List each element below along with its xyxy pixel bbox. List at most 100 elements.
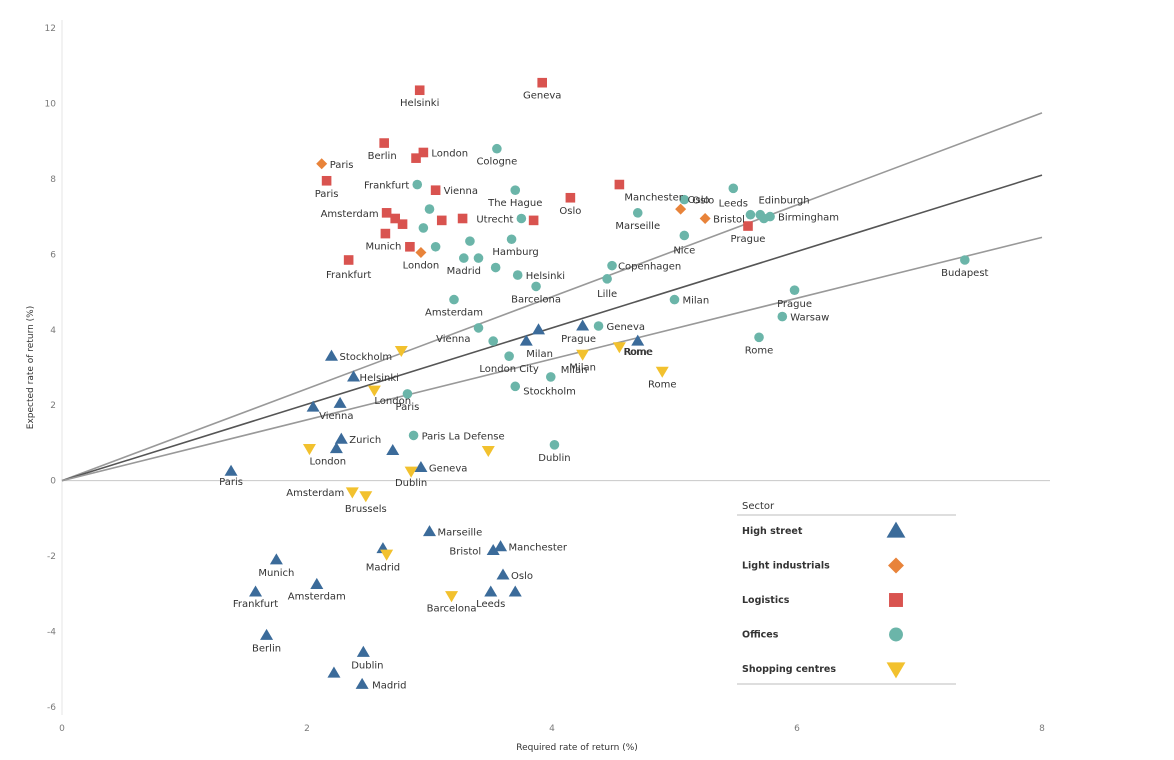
- y-tick-label: 10: [45, 99, 57, 109]
- point-logistics: [537, 77, 547, 88]
- point-label: Nice: [673, 245, 695, 256]
- point-label: London City: [479, 364, 539, 375]
- point-high-street: [484, 585, 498, 597]
- point-logistics: [343, 255, 354, 265]
- y-tick-label: 0: [50, 477, 56, 487]
- point-label: Stockholm: [523, 386, 576, 397]
- point-label: Barcelona: [511, 294, 561, 305]
- point-label: Warsaw: [790, 313, 829, 324]
- point-offices: [490, 262, 501, 273]
- data-points: [224, 77, 970, 689]
- point-high-street: [508, 585, 522, 597]
- point-label: Rome: [745, 345, 774, 356]
- point-label: Milan: [683, 296, 710, 307]
- point-label: Marseille: [615, 221, 660, 232]
- point-logistics: [390, 213, 400, 224]
- legend-label: Logistics: [742, 595, 790, 606]
- point-label: Berlin: [368, 151, 397, 162]
- point-offices: [549, 440, 560, 450]
- point-offices: [504, 351, 514, 361]
- point-logistics: [743, 221, 753, 231]
- point-high-street: [334, 432, 348, 444]
- point-label: Oslo: [688, 195, 710, 206]
- point-high-street: [260, 628, 274, 640]
- point-label: Hamburg: [492, 247, 538, 258]
- point-logistics: [380, 228, 391, 239]
- point-label: Paris: [330, 160, 354, 171]
- point-high-street: [423, 525, 436, 537]
- point-offices: [516, 213, 527, 224]
- point-logistics: [565, 192, 576, 203]
- point-logistics: [414, 85, 425, 96]
- point-light-industrials: [316, 158, 328, 170]
- point-logistics: [379, 138, 389, 148]
- point-label: Manchester: [509, 543, 568, 554]
- point-label: Leeds: [476, 599, 505, 610]
- x-tick-label: 0: [59, 724, 65, 734]
- point-label: Utrecht: [476, 214, 513, 225]
- point-label: Geneva: [429, 463, 467, 474]
- point-label: London: [309, 457, 346, 468]
- point-high-street: [249, 585, 263, 597]
- point-high-street: [576, 319, 590, 331]
- point-label: Milan: [526, 349, 553, 360]
- point-offices: [506, 234, 517, 245]
- legend-marker: [886, 662, 906, 679]
- point-high-street: [356, 645, 370, 657]
- point-offices: [745, 209, 756, 220]
- point-shopping-centres: [302, 444, 316, 456]
- point-label: Dublin: [538, 453, 570, 464]
- point-label: Madrid: [366, 563, 400, 574]
- point-offices: [510, 185, 521, 196]
- y-tick-label: -4: [47, 628, 56, 638]
- point-high-street: [414, 460, 428, 473]
- point-shopping-centres: [359, 491, 373, 503]
- point-high-street: [532, 323, 546, 335]
- point-label: Geneva: [607, 322, 645, 333]
- point-labels: Paris Vienna Helsinki Stockholm Zurich Geneva…: [219, 91, 988, 692]
- point-label: Vienna: [436, 334, 470, 345]
- point-offices: [512, 270, 523, 280]
- point-offices: [531, 281, 541, 292]
- point-high-street: [325, 349, 338, 361]
- legend-title: Sector: [742, 501, 775, 512]
- reference-lines: [61, 112, 1043, 482]
- point-label: Munich: [365, 242, 401, 253]
- point-label: Brussels: [345, 504, 387, 515]
- point-offices: [593, 321, 604, 331]
- point-label: Oslo: [511, 571, 533, 582]
- y-tick-label: -2: [47, 552, 56, 562]
- point-offices: [492, 143, 502, 154]
- y-tick-label: 4: [50, 326, 56, 336]
- point-offices: [607, 260, 617, 271]
- point-high-street: [269, 553, 283, 565]
- point-label: Helsinki: [400, 98, 439, 109]
- point-high-street: [310, 577, 324, 589]
- point-high-street: [355, 677, 369, 689]
- point-label: Leeds: [719, 198, 748, 209]
- legend-marker: [886, 521, 906, 538]
- point-shopping-centres: [404, 466, 418, 478]
- point-offices: [412, 179, 423, 190]
- point-label: Berlin: [252, 643, 281, 654]
- point-shopping-centres: [394, 345, 408, 358]
- point-shopping-centres: [380, 549, 394, 561]
- point-logistics: [321, 175, 332, 186]
- point-label: Bristol: [449, 546, 481, 557]
- point-light-industrials: [699, 212, 711, 224]
- point-label: Prague: [731, 234, 766, 245]
- point-label: Paris: [219, 477, 243, 488]
- axes: -6 -4 -2 0 2 4 6 8 10 12 0 2 4 6 8 Required rate of ret…: [26, 20, 1050, 753]
- point-label: Stockholm: [340, 352, 393, 363]
- point-logistics: [397, 219, 408, 229]
- y-tick-label: 12: [45, 24, 56, 34]
- point-high-street: [386, 443, 400, 456]
- reference-line: [61, 112, 1043, 482]
- point-offices: [473, 323, 484, 333]
- point-logistics: [405, 241, 415, 252]
- point-offices: [754, 332, 764, 343]
- point-offices: [789, 285, 800, 295]
- point-label: Amsterdam: [425, 308, 483, 319]
- legend-marker: [889, 593, 903, 607]
